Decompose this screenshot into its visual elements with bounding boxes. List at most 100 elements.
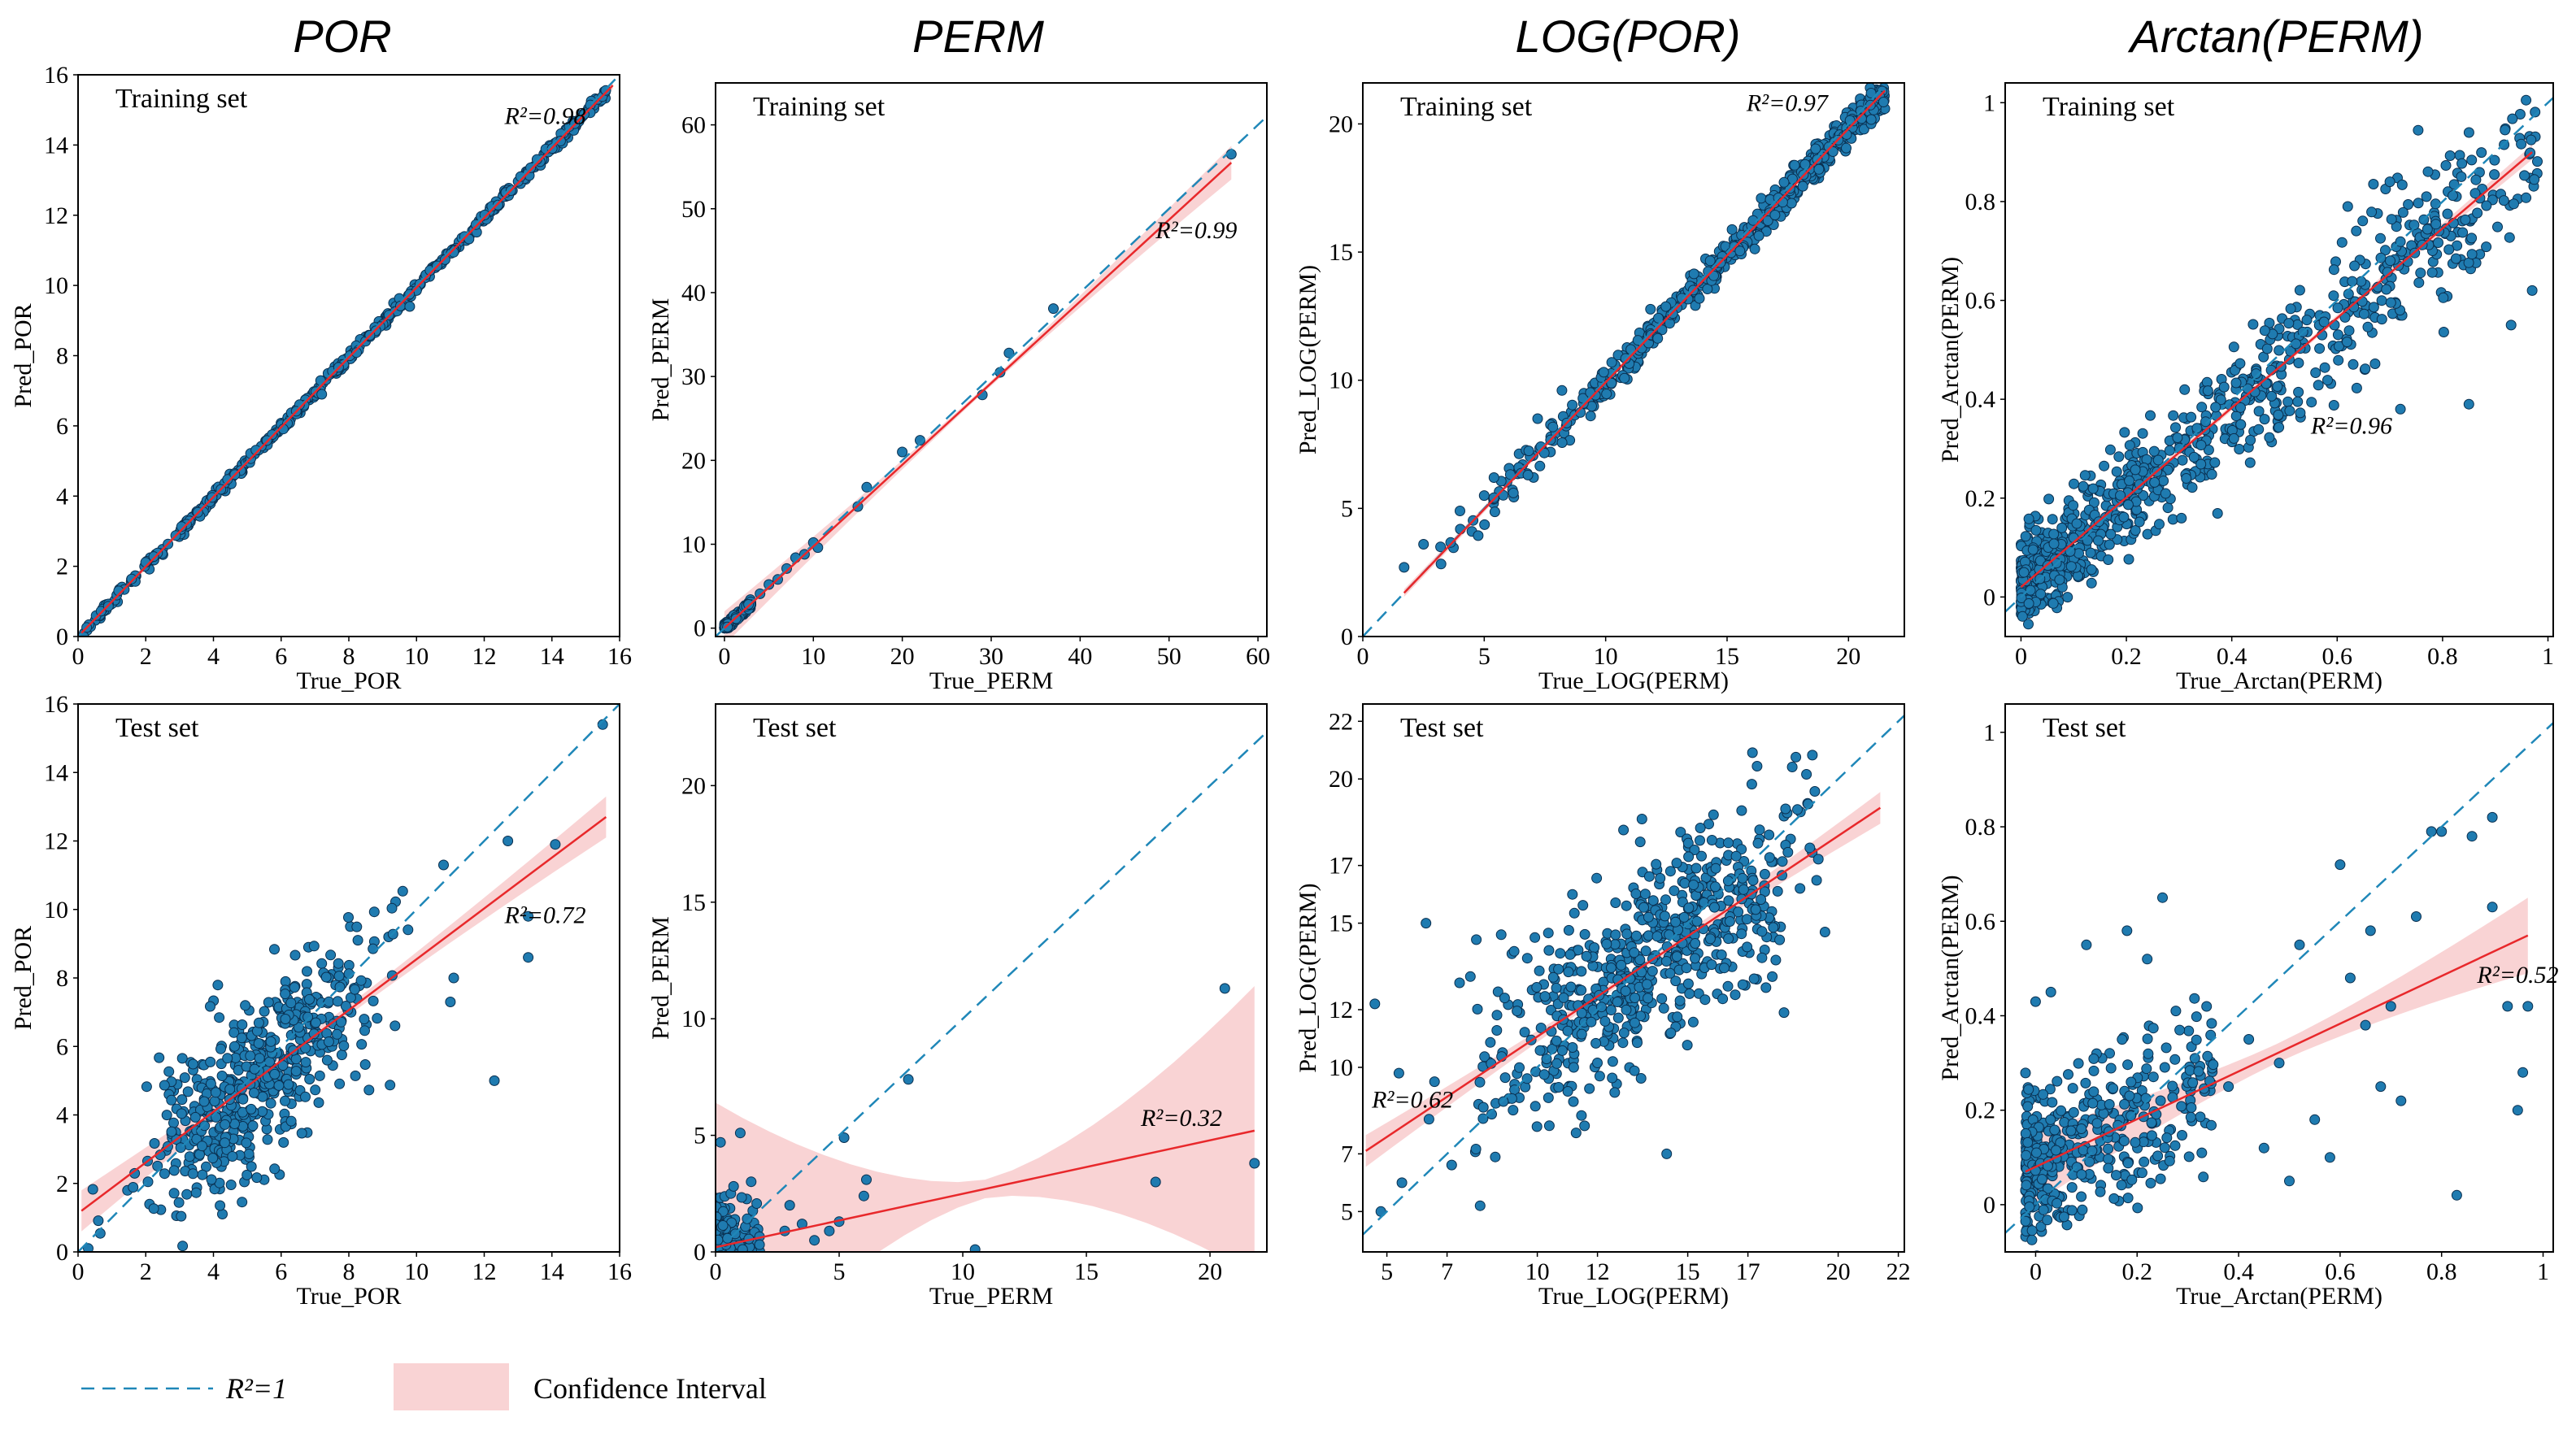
data-point <box>248 1087 259 1098</box>
data-point <box>340 1001 351 1011</box>
data-point <box>2054 574 2065 585</box>
data-point <box>2132 1202 2143 1214</box>
data-point <box>2442 208 2453 219</box>
data-point <box>1455 506 1465 516</box>
data-point <box>1819 927 1830 937</box>
data-point <box>1396 1177 1408 1188</box>
data-point <box>2386 214 2397 225</box>
data-point <box>2148 445 2160 457</box>
data-point <box>1522 469 1534 480</box>
x-tick-label: 0.8 <box>2427 643 2458 670</box>
data-point <box>126 573 137 584</box>
data-point <box>1621 900 1632 911</box>
data-point <box>300 1057 311 1068</box>
data-point <box>2099 460 2110 471</box>
data-point <box>1782 846 1794 858</box>
data-point <box>2154 519 2165 530</box>
x-tick-label: 40 <box>1068 643 1092 670</box>
data-point <box>2066 1182 2078 1193</box>
data-point <box>2065 1125 2077 1136</box>
data-point <box>2422 166 2434 177</box>
x-tick-label: 6 <box>275 1258 287 1285</box>
data-point <box>1455 524 1466 535</box>
data-point <box>2195 440 2207 450</box>
data-point <box>2105 1062 2117 1074</box>
data-point <box>2366 206 2378 218</box>
r2-label: R²=0.72 <box>503 902 585 929</box>
data-point <box>2376 314 2387 325</box>
data-point <box>289 949 301 961</box>
x-tick-label: 2 <box>140 643 152 670</box>
data-point <box>2187 482 2198 493</box>
data-point <box>2306 397 2317 408</box>
data-point <box>1558 992 1569 1003</box>
data-point <box>2403 199 2414 210</box>
data-point <box>1534 460 1546 471</box>
data-point <box>1556 437 1568 448</box>
plot-frame <box>1362 703 1905 1253</box>
data-point <box>350 1070 361 1081</box>
data-point <box>225 1180 237 1190</box>
data-point <box>176 1053 188 1064</box>
data-point <box>1399 562 1410 573</box>
x-tick-label: 0 <box>718 643 730 670</box>
data-point <box>2514 109 2526 120</box>
panel-label: Test set <box>2043 713 2126 743</box>
data-point <box>1651 858 1662 870</box>
data-point <box>2147 1071 2159 1083</box>
data-point <box>2195 458 2207 470</box>
data-point <box>236 1032 247 1044</box>
data-point <box>197 1141 207 1152</box>
x-tick-label: 14 <box>540 1258 564 1285</box>
data-point <box>1491 1025 1503 1036</box>
data-point <box>2234 358 2246 369</box>
data-point <box>1564 949 1576 960</box>
ideal-line <box>716 115 1267 637</box>
plot-area <box>1363 83 1891 637</box>
data-point <box>2411 911 2422 922</box>
data-point <box>489 1075 500 1086</box>
data-point <box>2235 419 2247 430</box>
data-point <box>2356 296 2368 307</box>
data-point <box>764 579 775 590</box>
data-point <box>1547 421 1559 432</box>
data-point <box>2360 363 2371 375</box>
x-axis-label: True_POR <box>297 667 402 694</box>
data-point <box>304 993 315 1005</box>
data-point <box>1683 851 1695 863</box>
data-point <box>1607 1072 1618 1084</box>
x-tick-label: 16 <box>607 1258 632 1285</box>
data-point <box>1664 929 1675 941</box>
data-point <box>2142 1033 2153 1045</box>
data-point <box>2517 1067 2529 1078</box>
x-axis-label: True_Arctan(PERM) <box>2176 1283 2382 1310</box>
data-point <box>1672 1011 1683 1023</box>
data-point <box>1780 803 1791 815</box>
data-point <box>210 1087 221 1098</box>
data-point <box>159 1080 170 1091</box>
data-point <box>1710 881 1721 893</box>
data-point <box>2121 925 2133 936</box>
y-tick-label: 20 <box>681 447 706 474</box>
data-point <box>2328 400 2339 411</box>
data-point <box>2164 1155 2175 1167</box>
data-point <box>2443 244 2455 255</box>
data-point <box>2322 375 2333 386</box>
data-point <box>304 1074 315 1084</box>
data-point <box>148 1203 159 1215</box>
data-point <box>2123 554 2134 565</box>
data-point <box>1858 124 1869 135</box>
data-point <box>211 1111 222 1123</box>
data-point <box>2164 445 2175 456</box>
data-point <box>2243 1034 2255 1045</box>
data-point <box>141 1081 152 1093</box>
data-point <box>224 1084 236 1095</box>
data-point <box>1429 1076 1440 1088</box>
data-point <box>1607 1056 1618 1067</box>
data-point <box>290 1066 302 1077</box>
data-point <box>237 1197 248 1208</box>
data-point <box>263 997 274 1008</box>
data-point <box>1478 490 1490 502</box>
x-tick-label: 12 <box>1586 1258 1610 1285</box>
